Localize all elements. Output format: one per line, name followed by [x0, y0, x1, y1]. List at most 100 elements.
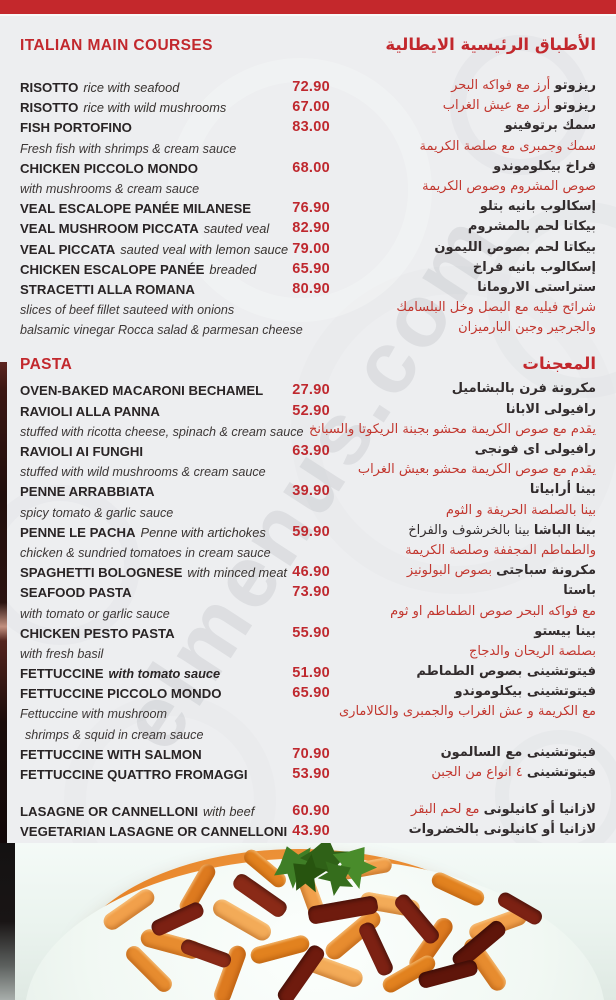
item-name-en: RAVIOLI ALLA PANNA [20, 403, 160, 419]
item-text-ar: فيتوتشينى مع السالمون [441, 745, 596, 760]
menu-item-description-row: with fresh basil بصلصة الريحان والدجاج [20, 643, 596, 663]
item-price: 79.00 [292, 240, 330, 257]
item-text-ar: فيتوتشينى بيكلوموندو [454, 684, 596, 699]
item-text-en: OVEN-BAKED MACARONI BECHAMEL [20, 382, 263, 400]
item-name-ar: رافيولى اى فونجى [474, 442, 596, 457]
menu-item-row: RISOTTO rice with seafood 72.90 ريزوتو أرز … [20, 77, 596, 97]
item-price: 65.90 [292, 685, 330, 702]
item-note-ar: بينا بالخرشوف والفراخ [408, 522, 530, 538]
item-text-ar: بينا أرابياتا [530, 482, 596, 497]
section-title-en: ITALIAN MAIN COURSES [20, 37, 213, 54]
menu-item-row: CHICKEN PICCOLO MONDO 68.00 فراخ بيكلوموند… [20, 158, 596, 178]
item-price: 80.90 [292, 280, 330, 297]
item-text-en: Fettuccine with mushroom [20, 705, 167, 723]
item-desc-ar: والطماطم المجففة وصلصة الكريمة [405, 542, 596, 558]
menu-item-row: CHICKEN PESTO PASTA 55.90 بينا بيستو [20, 623, 596, 643]
menu-item-description-row: chicken & sundried tomatoes in cream sau… [20, 542, 596, 562]
section-heading: ITALIAN MAIN COURSES الأطباق الرئيسية الا… [20, 35, 596, 61]
item-text-en: CHICKEN ESCALOPE PANÉE breaded [20, 261, 256, 279]
item-desc-ar: مع الكريمة و عش الغراب والجمبرى والكالام… [339, 704, 596, 720]
photo-left-shadow [0, 843, 15, 1000]
item-desc-en: with mushrooms & cream sauce [20, 181, 200, 196]
item-note-en: rice with seafood [83, 80, 180, 95]
item-note-en: rice with wild mushrooms [83, 100, 227, 116]
item-note-en: breaded [209, 261, 257, 277]
item-text-en: RISOTTO rice with seafood [20, 79, 179, 97]
item-text-ar: فراخ بيكلوموندو [493, 159, 596, 174]
item-note-en: with tomato sauce [108, 666, 221, 682]
item-text-en: slices of beef fillet sauteed with onion… [20, 301, 234, 319]
item-text-en: spicy tomato & garlic sauce [20, 504, 173, 522]
item-text-ar: سمك برتوفينو [505, 118, 596, 133]
item-text-ar: والطماطم المجففة وصلصة الكريمة [405, 543, 596, 558]
item-desc-ar: يقدم مع صوص الكريمة محشو بعيش الغراب [357, 462, 596, 478]
item-text-en: shrimps & squid in cream sauce [20, 726, 203, 744]
item-name-en: LASAGNE OR CANNELLONI [20, 804, 199, 820]
item-text-ar: يقدم مع صوص الكريمة محشو بجبنة الريكوتا … [309, 422, 596, 437]
item-text-ar: رافيولى الابانا [506, 402, 596, 417]
item-text-en: FETTUCCINE WITH SALMON [20, 746, 202, 764]
menu-item-row: VEAL MUSHROOM PICCATA sauted veal 82.90 بيك… [20, 218, 596, 238]
item-text-en: FETTUCCINE with tomato sauce [20, 665, 220, 683]
menu-item-description-row: slices of beef fillet sauteed with onion… [20, 299, 596, 319]
item-desc-ar: مع فواكه البحر صوص الطماطم او ثوم [390, 603, 596, 619]
item-desc-en: chicken & sundried tomatoes in cream sau… [20, 545, 271, 560]
item-text-ar: ستراستى الارومانا [477, 280, 596, 295]
menu-item-description-row: spicy tomato & garlic sauce بينا بالصلصة … [20, 502, 596, 522]
item-text-en: RISOTTO rice with wild mushrooms [20, 99, 226, 117]
item-name-en: FISH PORTOFINO [20, 120, 132, 136]
item-text-ar: فيتوتشينى ٤ انواع من الجبن [431, 765, 596, 780]
item-text-ar: شرائح فيليه مع البصل وخل البلسامك [396, 300, 596, 315]
item-name-ar: مكرونة فرن بالبشاميل [451, 381, 596, 397]
item-price: 67.00 [292, 99, 330, 116]
item-price: 76.90 [292, 200, 330, 217]
item-text-ar: لازانيا أو كانيلونى بالخضروات [409, 822, 596, 837]
menu-item-row: FETTUCCINE with tomato sauce 51.90 فيتوتشين… [20, 663, 596, 683]
item-text-en: VEAL PICCATA sauted veal with lemon sauce [20, 241, 288, 259]
item-name-ar: ريزوتو [554, 78, 596, 93]
item-name-en: RISOTTO [20, 100, 79, 116]
section-title-ar: المعجنات [522, 354, 596, 374]
item-text-ar: إسكالوب بانيه بتلو [480, 199, 596, 214]
item-text-ar: ريزوتو أرز مع عيش الغراب [443, 98, 596, 113]
item-note-en: sauted veal with lemon sauce [120, 241, 289, 257]
item-text-en: with fresh basil [20, 645, 103, 663]
item-text-ar: مكرونة فرن بالبشاميل [452, 381, 596, 396]
item-name-ar: فيتوتشينى مع السالمون [440, 744, 596, 760]
item-desc-ar: بصوص البولونيز [406, 563, 492, 579]
item-price: 65.90 [292, 260, 330, 277]
item-name-en: SPAGHETTI BOLOGNESE [20, 565, 183, 581]
item-desc-ar: ٤ انواع من الجبن [431, 765, 523, 780]
item-price: 52.90 [292, 402, 330, 419]
item-text-en: SEAFOOD PASTA [20, 584, 132, 602]
item-name-ar: بيكاتا لحم بالمشروم [467, 219, 596, 235]
item-text-en: with mushrooms & cream sauce [20, 180, 199, 198]
item-name-en: PENNE LE PACHA [20, 524, 136, 540]
item-desc-en: with fresh basil [20, 646, 104, 661]
item-text-ar: مع الكريمة و عش الغراب والجمبرى والكالام… [339, 704, 596, 719]
item-name-en: VEAL MUSHROOM PICCATA [20, 221, 199, 237]
item-desc-ar: سمك وجمبرى مع صلصة الكريمة [419, 138, 597, 154]
item-desc-en: Fettuccine with mushroom [20, 707, 167, 722]
menu-item-row: PENNE ARRABBIATA 39.90 بينا أرابياتا [20, 481, 596, 501]
item-name-ar: إسكالوب بانيه فراخ [472, 259, 596, 275]
item-name-ar: إسكالوب بانيه بتلو [479, 199, 596, 215]
menu-item-description-row: shrimps & squid in cream sauce [20, 724, 596, 744]
item-name-ar: لازانيا أو كانيلونى [483, 802, 596, 818]
item-name-en: STRACETTI ALLA ROMANA [20, 281, 195, 297]
item-text-en: SPAGHETTI BOLOGNESE with minced meat [20, 564, 287, 582]
item-note-en: with minced meat [187, 565, 287, 581]
item-text-en: with tomato or garlic sauce [20, 605, 170, 623]
item-text-ar: فيتوتشينى بصوص الطماطم [416, 664, 596, 679]
item-note-en: sauted veal [203, 221, 270, 237]
menu-item-row: SPAGHETTI BOLOGNESE with minced meat 46.90… [20, 562, 596, 582]
item-text-ar: باستا [563, 583, 596, 598]
item-text-ar: بينا بيستو [534, 624, 596, 639]
item-text-ar: بيكاتا لحم بالمشروم [468, 219, 596, 234]
menu-item-row: VEGETARIAN LASAGNE OR CANNELLONI 43.90 لاز… [20, 821, 596, 841]
item-name-ar: مكرونة سباجتى [496, 563, 596, 579]
item-name-en: FETTUCCINE PICCOLO MONDO [20, 686, 222, 702]
item-text-ar: لازانيا أو كانيلونى مع لحم البقر [411, 802, 596, 817]
menu-item-row: VEAL ESCALOPE PANÉE MILANESE 76.90 إسكالوب… [20, 198, 596, 218]
